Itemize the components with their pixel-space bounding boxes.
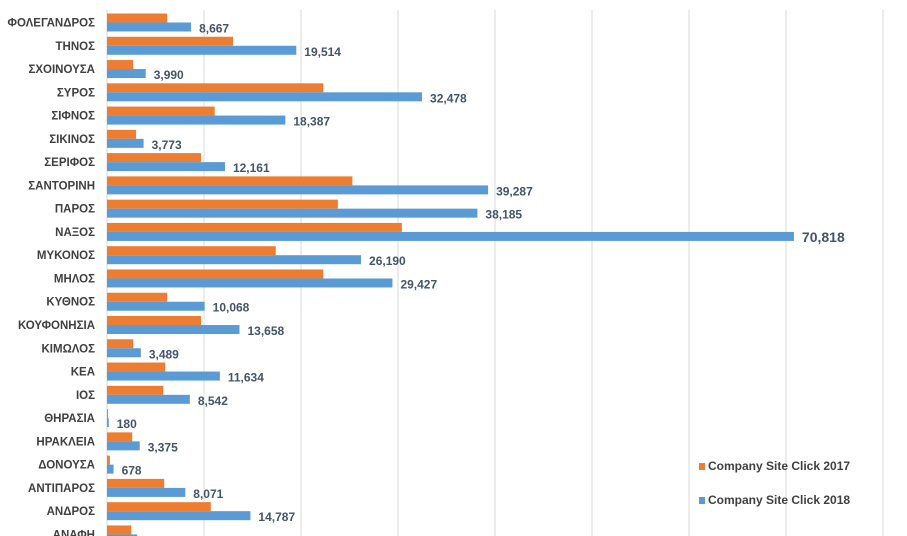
bar-2018 <box>107 92 423 102</box>
data-label: 3,489 <box>149 347 179 361</box>
category-label: ΠΑΡΟΣ <box>55 204 95 216</box>
bar-2018 <box>107 325 240 335</box>
bar-2018 <box>107 255 362 265</box>
bar-2017 <box>107 362 166 372</box>
category-label: ΑΝΑΦΗ <box>53 529 95 536</box>
bar-2018 <box>107 487 186 497</box>
bar-2017 <box>107 13 168 23</box>
category-label: ΔΟΝΟΥΣΑ <box>38 460 95 472</box>
bar-2018 <box>107 231 794 241</box>
category-label: ΣΑΝΤΟΡΙΝΗ <box>28 180 95 192</box>
bar-2017 <box>107 199 338 209</box>
bar-2018 <box>107 418 109 428</box>
bar-2017 <box>107 432 133 442</box>
data-label: 3,375 <box>148 440 178 454</box>
bar-2018 <box>107 348 141 358</box>
legend-swatch <box>699 497 705 504</box>
bar-2018 <box>107 115 286 125</box>
category-label: ΣΙΦΝΟΣ <box>51 111 95 123</box>
bar-2017 <box>107 222 402 232</box>
data-label: 32,478 <box>430 91 467 105</box>
bar-2017 <box>107 502 211 512</box>
category-label: ΣΕΡΙΦΟΣ <box>44 157 95 169</box>
bar-2018 <box>107 208 478 218</box>
data-label: 8,071 <box>193 487 223 501</box>
bar-2018 <box>107 441 140 451</box>
bar-2017 <box>107 292 168 302</box>
bar-2017 <box>107 60 134 70</box>
bar-2018 <box>107 162 225 172</box>
category-label: ΚΥΘΝΟΣ <box>46 297 95 309</box>
category-label: ΦΟΛΕΓΑΝΔΡΟΣ <box>8 18 96 30</box>
bar-2017 <box>107 129 137 139</box>
bar-2017 <box>107 385 164 395</box>
data-label: 3,990 <box>154 68 184 82</box>
bar-2017 <box>107 455 110 465</box>
data-label: 11,634 <box>228 371 264 385</box>
category-label: ΑΝΔΡΟΣ <box>47 506 95 518</box>
category-label: ΗΡΑΚΛΕΙΑ <box>36 436 95 448</box>
bar-2017 <box>107 525 132 535</box>
category-label: ΤΗΝΟΣ <box>56 41 96 53</box>
category-label: ΑΝΤΙΠΑΡΟΣ <box>28 483 95 495</box>
category-label: ΚΟΥΦΟΝΗΣΙΑ <box>18 320 95 332</box>
bar-2017 <box>107 153 202 163</box>
data-label: 39,287 <box>496 184 533 198</box>
category-label: ΘΗΡΑΣΙΑ <box>44 413 95 425</box>
category-label: ΣΥΡΟΣ <box>57 87 95 99</box>
legend-swatch <box>699 463 705 470</box>
legend-label: Company Site Click 2017 <box>708 459 850 473</box>
data-label: 13,658 <box>247 324 284 338</box>
category-label: ΣΙΚΙΝΟΣ <box>49 134 95 146</box>
data-label: 10,068 <box>213 301 250 315</box>
category-label: ΝΑΞΟΣ <box>55 227 95 239</box>
bar-2017 <box>107 339 134 349</box>
bar-2017 <box>107 316 202 326</box>
data-label: 14,787 <box>258 510 295 524</box>
bar-2018 <box>107 185 489 195</box>
data-label: 29,427 <box>400 277 437 291</box>
legend-label: Company Site Click 2018 <box>708 493 850 507</box>
bar-2017 <box>107 36 234 46</box>
category-label: ΚΕΑ <box>71 367 95 379</box>
data-label: 26,190 <box>369 254 406 268</box>
bar-2018 <box>107 534 138 536</box>
bar-2017 <box>107 246 276 256</box>
bar-2017 <box>107 176 353 186</box>
bar-2017 <box>107 409 108 419</box>
bar-2018 <box>107 69 146 79</box>
bar-2018 <box>107 278 393 288</box>
data-label: 38,185 <box>485 208 522 222</box>
data-label: 18,387 <box>293 115 330 129</box>
bar-2018 <box>107 45 297 55</box>
data-label: 12,161 <box>233 161 270 175</box>
data-label: 180 <box>117 417 137 431</box>
bar-2017 <box>107 83 324 93</box>
data-label: 3,773 <box>152 138 182 152</box>
data-label: 8,542 <box>198 394 228 408</box>
bar-2018 <box>107 301 205 311</box>
bar-2017 <box>107 478 165 488</box>
category-label: ΜΥΚΟΝΟΣ <box>37 250 95 262</box>
data-label: 3,113 <box>145 533 175 536</box>
category-label: ΣΧΟΙΝΟΥΣΑ <box>28 64 95 76</box>
bar-2018 <box>107 511 251 521</box>
data-label: 70,818 <box>802 229 845 245</box>
bar-2018 <box>107 371 220 381</box>
category-label: ΚΙΜΩΛΟΣ <box>41 343 95 355</box>
category-label: ΙΟΣ <box>76 390 95 402</box>
bar-2018 <box>107 138 144 148</box>
bar-2018 <box>107 394 190 404</box>
bar-2017 <box>107 106 215 116</box>
category-label: ΜΗΛΟΣ <box>54 273 95 285</box>
data-label: 678 <box>122 464 142 478</box>
bar-2017 <box>107 269 324 279</box>
data-label: 19,514 <box>304 45 341 59</box>
bar-2018 <box>107 464 114 474</box>
data-label: 8,667 <box>199 22 229 36</box>
bar-2018 <box>107 22 192 32</box>
